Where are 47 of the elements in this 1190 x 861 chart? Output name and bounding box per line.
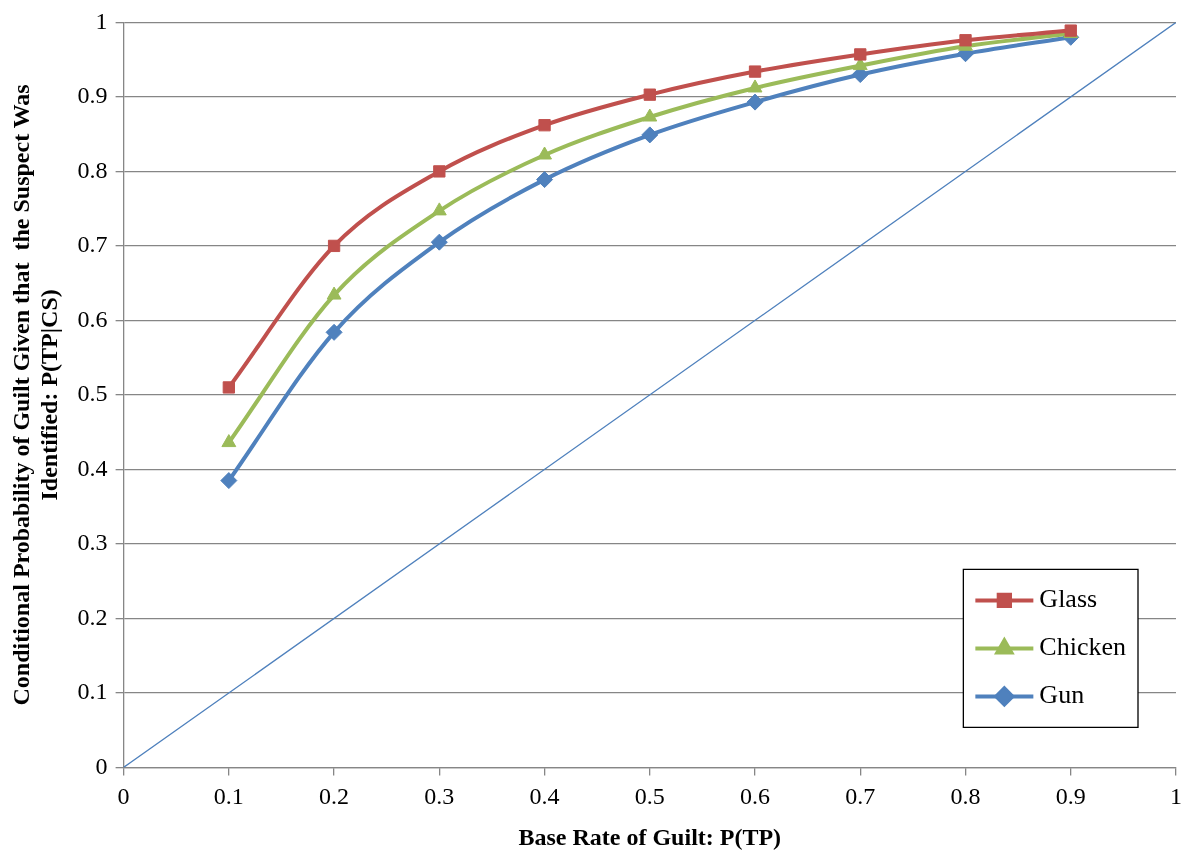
y-tick-label: 0.7 [77, 231, 108, 258]
x-tick-label: 0.1 [213, 783, 244, 810]
y-tick-label: 0.6 [77, 305, 108, 332]
y-axis-title: Conditional Probability of Guilt Given that the Suspect Was Identified: P(TP|CS) [7, 84, 63, 706]
point [959, 34, 972, 47]
y-tick-label: 0.2 [77, 603, 108, 630]
y-tick-label: 0.4 [77, 454, 108, 481]
y-tick-label: 0.1 [77, 678, 108, 705]
y-tick-label: 1 [95, 7, 108, 34]
point [642, 108, 658, 122]
x-tick-label: 0.2 [319, 783, 350, 810]
legend-label: Chicken [1039, 632, 1127, 662]
point [746, 93, 764, 111]
x-tick-label: 0 [117, 783, 130, 810]
point [327, 239, 341, 253]
point [536, 171, 554, 189]
point [430, 233, 448, 251]
point [641, 126, 659, 144]
point [538, 119, 551, 132]
point [326, 286, 342, 300]
y-tick-label: 0.3 [77, 529, 108, 556]
point [222, 381, 235, 394]
point [433, 165, 446, 178]
x-axis-title: Base Rate of Guilt: P(TP) [518, 823, 782, 850]
x-tick-label: 0.4 [529, 783, 560, 810]
point [643, 88, 656, 101]
point [537, 146, 552, 160]
x-tick-label: 0.9 [1055, 783, 1086, 810]
x-tick-label: 0.6 [740, 783, 771, 810]
point [220, 472, 238, 490]
point [747, 79, 763, 93]
point [221, 434, 237, 448]
point [325, 323, 343, 341]
point [854, 48, 867, 61]
x-tick-label: 0.5 [634, 783, 665, 810]
legend-label: Glass [1039, 584, 1098, 614]
x-tick-label: 0.8 [950, 783, 981, 810]
x-tick-label: 1 [1170, 783, 1182, 810]
y-tick-label: 0.5 [77, 380, 108, 407]
point [748, 65, 762, 78]
x-tick-label: 0.3 [424, 783, 455, 810]
legend-label: Gun [1039, 680, 1085, 710]
point [431, 202, 447, 216]
y-tick-label: 0.9 [77, 82, 108, 109]
y-tick-label: 0 [95, 752, 108, 779]
y-tick-label: 0.8 [77, 156, 108, 183]
x-tick-label: 0.7 [845, 783, 876, 810]
